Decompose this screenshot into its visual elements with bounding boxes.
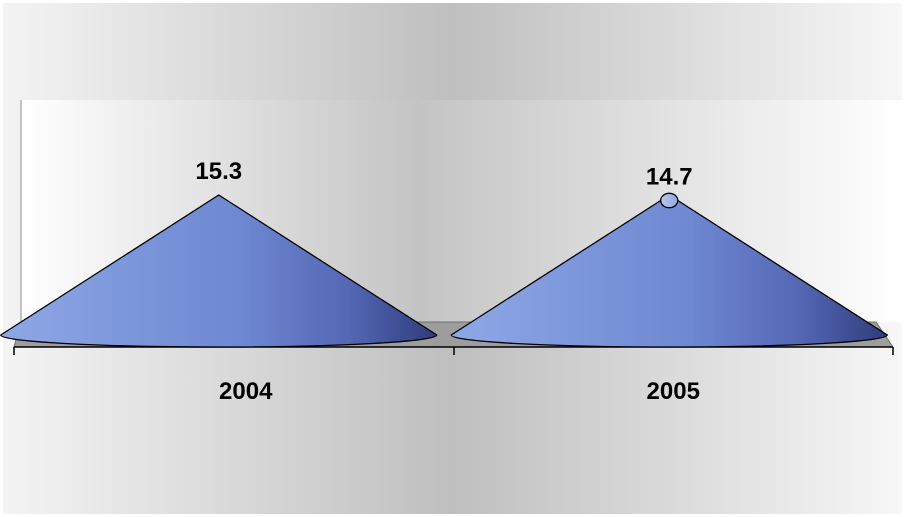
data-label-2004: 15.3 — [195, 158, 242, 185]
data-label-2005: 14.7 — [646, 163, 693, 190]
category-label-2004: 2004 — [219, 378, 273, 405]
cone-2005 — [450, 199, 888, 348]
category-label-2005: 2005 — [647, 378, 700, 405]
cone-2004 — [0, 194, 438, 348]
cone-top-2005 — [660, 192, 679, 209]
chart-marks: 15.3 2004 14.7 2005 — [0, 158, 888, 405]
